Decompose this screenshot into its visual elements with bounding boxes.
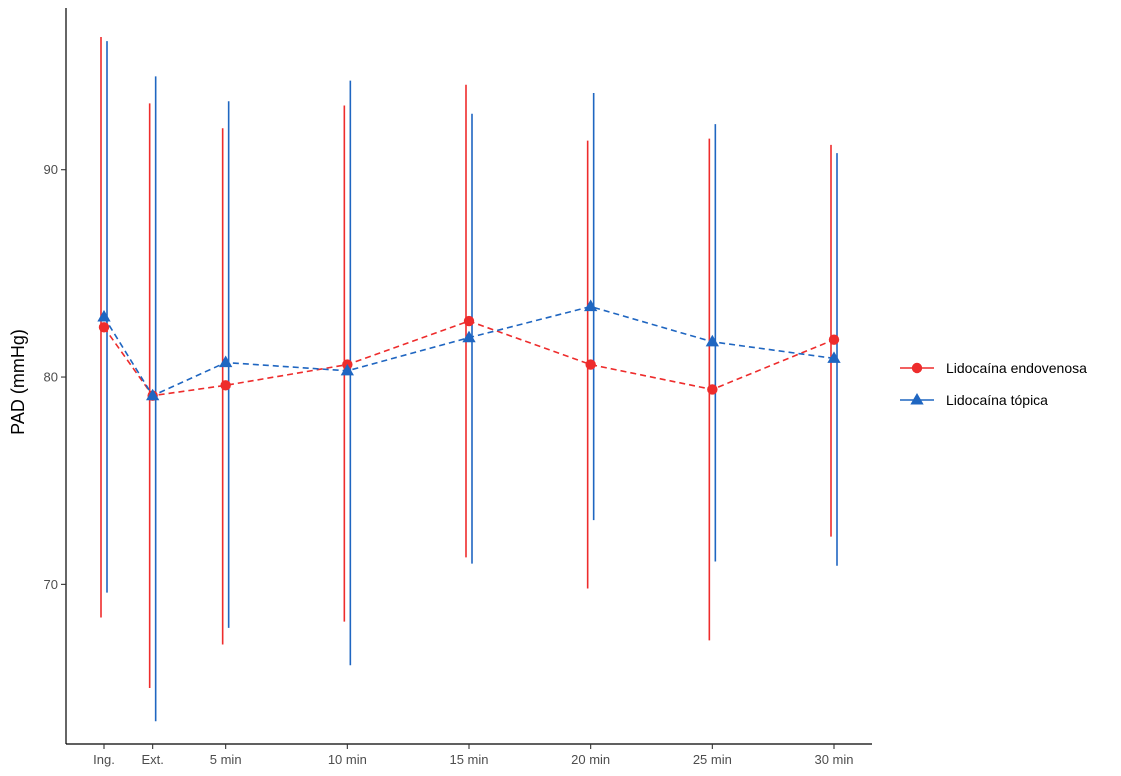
x-tick-label: 10 min xyxy=(328,752,367,767)
data-point xyxy=(463,315,475,327)
x-tick-label: Ext. xyxy=(141,752,163,767)
legend-marker xyxy=(911,362,923,374)
series-2 xyxy=(97,299,841,401)
x-tick-label: 30 min xyxy=(814,752,853,767)
data-point xyxy=(97,309,111,322)
series-1-error-bars xyxy=(100,37,832,689)
legend-label: Lidocaína tópica xyxy=(946,392,1048,408)
series-line xyxy=(103,305,835,397)
data-point xyxy=(98,322,110,333)
y-tick-label: 70 xyxy=(44,577,58,592)
data-point xyxy=(828,334,840,345)
data-point xyxy=(705,334,719,347)
axes: 70 80 90 Ing. Ext. 5 min 10 min 15 min 20 min 25 … xyxy=(44,8,872,767)
data-point xyxy=(707,384,718,395)
series-line xyxy=(103,320,835,397)
data-point xyxy=(219,355,233,368)
data-point xyxy=(462,330,476,343)
legend-item: Lidocaína tópica xyxy=(900,392,1048,408)
data-point xyxy=(584,299,598,312)
x-tick-label: Ing. xyxy=(93,752,115,767)
data-point xyxy=(340,363,354,376)
legend-marker xyxy=(910,393,924,405)
data-point xyxy=(827,351,841,363)
data-point xyxy=(585,359,596,370)
x-tick-label: 15 min xyxy=(449,752,488,767)
plot-area xyxy=(97,37,841,722)
legend-item: Lidocaína endovenosa xyxy=(900,360,1087,376)
y-tick-label: 90 xyxy=(44,162,58,177)
x-tick-label: 5 min xyxy=(210,752,242,767)
x-tick-label: 20 min xyxy=(571,752,610,767)
data-point xyxy=(146,388,160,401)
legend: Lidocaína endovenosa Lidocaína tópica xyxy=(900,360,1087,408)
data-point xyxy=(220,380,231,391)
y-axis-title: PAD (mmHg) xyxy=(8,329,28,435)
series-2-error-bars xyxy=(106,41,838,722)
x-tick-label: 25 min xyxy=(693,752,732,767)
y-tick-label: 80 xyxy=(44,370,58,385)
series-1 xyxy=(98,315,840,401)
legend-label: Lidocaína endovenosa xyxy=(946,360,1087,376)
